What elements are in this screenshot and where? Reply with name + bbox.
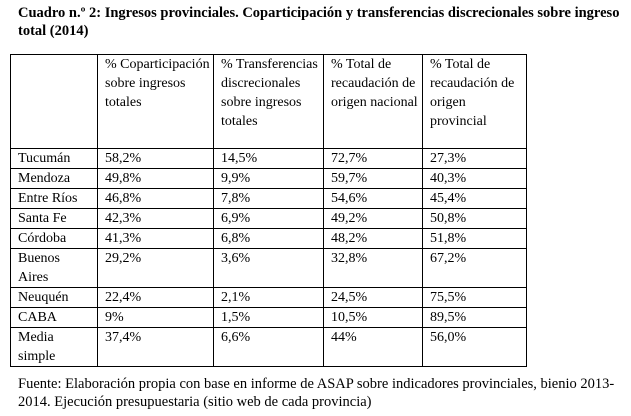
value-cell: 9% <box>97 307 214 328</box>
table-row: Santa Fe 42,3% 6,9% 49,2% 50,8% <box>10 208 527 229</box>
value-cell: 46,8% <box>97 188 214 209</box>
table-caption: Cuadro n.º 2: Ingresos provinciales. Cop… <box>18 5 620 39</box>
value-cell: 29,2% <box>97 248 214 288</box>
value-cell: 49,8% <box>97 168 214 189</box>
table-row: Tucumán 58,2% 14,5% 72,7% 27,3% <box>10 148 527 169</box>
province-cell: Mendoza <box>10 168 98 189</box>
province-cell: Córdoba <box>10 228 98 249</box>
value-cell: 2,1% <box>213 287 324 308</box>
value-cell: 7,8% <box>213 188 324 209</box>
table-row: Buenos Aires 29,2% 3,6% 32,8% 67,2% <box>10 248 527 288</box>
value-cell: 32,8% <box>323 248 423 288</box>
value-cell: 1,5% <box>213 307 324 328</box>
value-cell: 54,6% <box>323 188 423 209</box>
value-cell: 72,7% <box>323 148 423 169</box>
province-cell: CABA <box>10 307 98 328</box>
province-cell: Tucumán <box>10 148 98 169</box>
header-row: % Coparticipación sobre ingresos totales… <box>10 54 527 149</box>
value-cell: 45,4% <box>422 188 527 209</box>
value-cell: 24,5% <box>323 287 423 308</box>
value-cell: 37,4% <box>97 327 214 367</box>
value-cell: 6,6% <box>213 327 324 367</box>
value-cell: 59,7% <box>323 168 423 189</box>
value-cell: 3,6% <box>213 248 324 288</box>
value-cell: 42,3% <box>97 208 214 229</box>
value-cell: 27,3% <box>422 148 527 169</box>
value-cell: 50,8% <box>422 208 527 229</box>
table-row: Entre Ríos 46,8% 7,8% 54,6% 45,4% <box>10 188 527 209</box>
value-cell: 49,2% <box>323 208 423 229</box>
value-cell: 58,2% <box>97 148 214 169</box>
province-cell: Santa Fe <box>10 208 98 229</box>
value-cell: 6,8% <box>213 228 324 249</box>
table-row: Mendoza 49,8% 9,9% 59,7% 40,3% <box>10 168 527 189</box>
source-note: Fuente: Elaboración propia con base en i… <box>18 376 615 410</box>
value-cell: 51,8% <box>422 228 527 249</box>
value-cell: 9,9% <box>213 168 324 189</box>
value-cell: 67,2% <box>422 248 527 288</box>
value-cell: 6,9% <box>213 208 324 229</box>
province-cell: Entre Ríos <box>10 188 98 209</box>
value-cell: 44% <box>323 327 423 367</box>
header-cell: % Transferencias discrecionales sobre in… <box>213 54 324 149</box>
value-cell: 41,3% <box>97 228 214 249</box>
provincial-income-table: % Coparticipación sobre ingresos totales… <box>10 54 527 367</box>
header-cell <box>10 54 98 149</box>
header-cell: % Coparticipación sobre ingresos totales <box>97 54 214 149</box>
value-cell: 10,5% <box>323 307 423 328</box>
value-cell: 75,5% <box>422 287 527 308</box>
value-cell: 22,4% <box>97 287 214 308</box>
value-cell: 89,5% <box>422 307 527 328</box>
province-cell: Media simple <box>10 327 98 367</box>
table-row: Neuquén 22,4% 2,1% 24,5% 75,5% <box>10 287 527 308</box>
value-cell: 56,0% <box>422 327 527 367</box>
table-row: Media simple 37,4% 6,6% 44% 56,0% <box>10 327 527 367</box>
table-row: Córdoba 41,3% 6,8% 48,2% 51,8% <box>10 228 527 249</box>
province-cell: Neuquén <box>10 287 98 308</box>
value-cell: 40,3% <box>422 168 527 189</box>
table-row: CABA 9% 1,5% 10,5% 89,5% <box>10 307 527 328</box>
header-cell: % Total de recaudación de origen provinc… <box>422 54 527 149</box>
header-cell: % Total de recaudación de origen naciona… <box>323 54 423 149</box>
value-cell: 48,2% <box>323 228 423 249</box>
value-cell: 14,5% <box>213 148 324 169</box>
province-cell: Buenos Aires <box>10 248 98 288</box>
